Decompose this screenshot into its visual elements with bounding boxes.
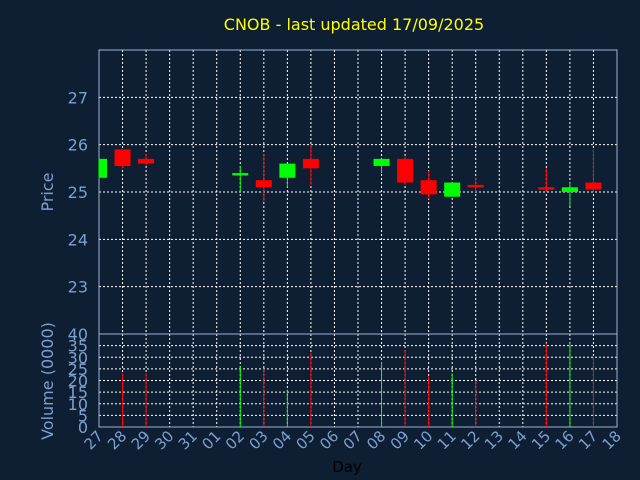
candle-body	[397, 158, 414, 183]
price-tick-label: 24	[68, 230, 88, 249]
candle-body	[538, 187, 555, 190]
volume-tick-label: 20	[68, 372, 88, 391]
candle-body	[373, 158, 390, 166]
candle-body	[232, 173, 249, 176]
volume-tick-label: 0	[78, 418, 88, 437]
volume-tick-label: 30	[68, 348, 88, 367]
price-tick-label: 26	[68, 136, 88, 155]
candle-body	[444, 182, 461, 197]
volume-tick-label: 5	[78, 406, 88, 425]
price-tick-label: 23	[68, 278, 88, 297]
volume-tick-label: 40	[68, 325, 88, 344]
volume-axis-label: Volume (0000)	[38, 322, 57, 440]
price-panel: 23 24 25 26 27	[68, 49, 618, 335]
volume-tick-label: 25	[68, 360, 88, 379]
price-axis-label: Price	[38, 172, 57, 211]
candle-body	[99, 158, 107, 178]
chart-title: CNOB - last updated 17/09/2025	[224, 15, 484, 34]
candle-body	[138, 158, 155, 164]
x-axis-ticks: 2728293031010203040506070809101112131415…	[81, 427, 625, 453]
candle-body	[279, 163, 296, 178]
volume-tick-label: 15	[68, 383, 88, 402]
candle-body	[114, 149, 131, 166]
price-tick-label: 27	[68, 88, 88, 107]
volume-panel-border	[98, 333, 618, 428]
price-tick-label: 25	[68, 183, 88, 202]
candle-body	[585, 182, 602, 190]
candle-body	[302, 158, 319, 169]
volume-tick-label: 10	[68, 395, 88, 414]
candle-body	[255, 180, 272, 188]
candle-body	[561, 187, 578, 192]
candle-body	[467, 184, 484, 188]
candle-body	[420, 180, 437, 195]
x-axis-label: Day	[332, 458, 362, 476]
volume-tick-label: 35	[68, 337, 88, 356]
